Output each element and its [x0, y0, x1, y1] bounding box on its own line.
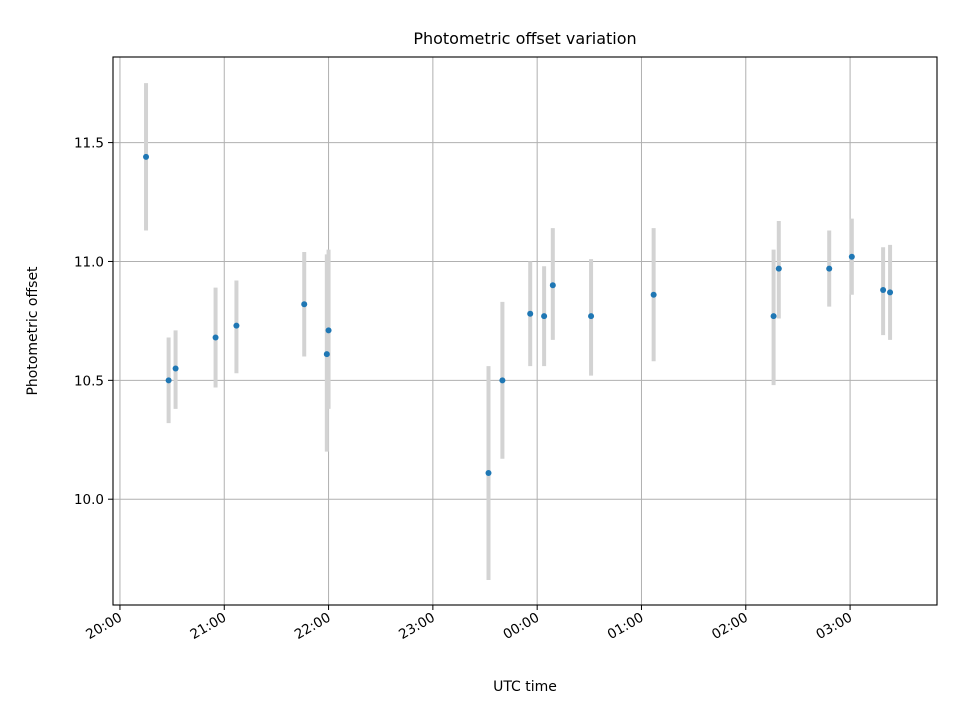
y-tick-label: 11.5 — [74, 136, 104, 152]
data-point — [880, 286, 887, 293]
data-point — [233, 322, 240, 329]
y-tick-label: 10.0 — [74, 492, 104, 508]
data-point — [301, 301, 308, 308]
data-point — [848, 253, 855, 260]
data-point — [499, 377, 506, 384]
data-point — [485, 470, 492, 477]
y-axis-ticks: 10.0 10.5 11.0 11.5 — [74, 136, 113, 508]
data-point — [165, 377, 172, 384]
data-point — [770, 313, 777, 320]
data-point — [212, 334, 219, 341]
chart-title: Photometric offset variation — [413, 29, 636, 48]
y-tick-label: 11.0 — [74, 254, 104, 270]
data-point — [549, 282, 556, 289]
data-point — [775, 265, 782, 272]
x-axis-label: UTC time — [493, 679, 557, 695]
data-point — [588, 313, 595, 320]
plot-frame — [112, 56, 938, 606]
data-point — [887, 289, 894, 296]
data-point — [541, 313, 548, 320]
data-point — [650, 291, 657, 298]
y-tick-label: 10.5 — [74, 373, 104, 389]
data-point — [143, 153, 150, 160]
y-axis-label: Photometric offset — [25, 266, 41, 396]
data-point — [325, 327, 332, 334]
grid — [113, 57, 937, 605]
data-point — [323, 351, 330, 358]
data-point — [527, 310, 534, 317]
data-points — [143, 153, 894, 477]
plot-background — [113, 57, 937, 605]
data-point — [172, 365, 179, 372]
data-point — [826, 265, 833, 272]
